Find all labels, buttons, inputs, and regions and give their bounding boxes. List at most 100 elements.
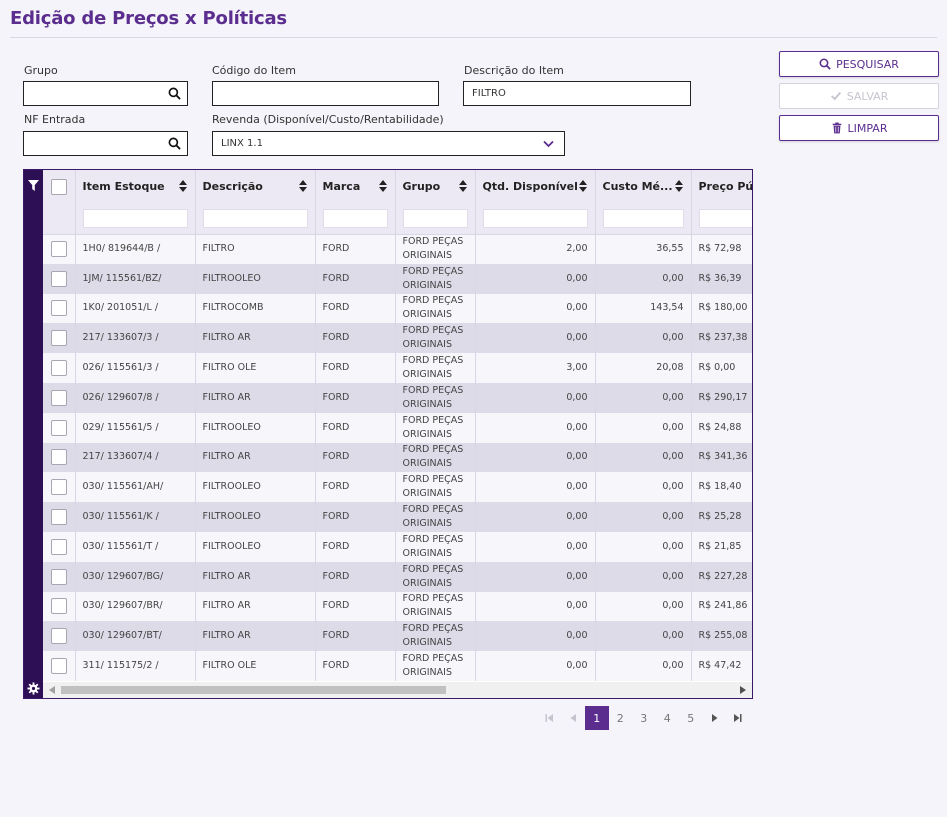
row-select-cell xyxy=(43,621,76,652)
page-button-1[interactable]: 1 xyxy=(585,706,609,730)
grupo-cell: FORD PEÇAS ORIGINAIS xyxy=(395,412,476,443)
table-row[interactable]: 1H0/ 819644/B / FILTRO FORD FORD PEÇAS ORIG… xyxy=(43,234,752,264)
qtd-disponivel-cell: 0,00 xyxy=(475,502,596,532)
table-row[interactable]: 030/ 115561/K / FILTROOLEO FORD FORD PEÇAS … xyxy=(43,502,752,532)
sort-icon[interactable] xyxy=(578,180,587,192)
revenda-select[interactable]: LINX 1.1 xyxy=(212,131,565,156)
descricao-cell: FILTROOLEO xyxy=(195,502,316,532)
first-page-button[interactable] xyxy=(538,706,562,730)
table-row[interactable]: 029/ 115561/5 /FILTROOLEO FORD FORD PEÇAS … xyxy=(43,412,752,443)
page-button-4[interactable]: 4 xyxy=(663,711,671,725)
scroll-right-icon[interactable] xyxy=(740,686,746,694)
column-filter-input[interactable] xyxy=(602,208,684,228)
col-header-item-estoque[interactable]: Item Estoque xyxy=(75,170,196,203)
nf-entrada-input[interactable] xyxy=(32,138,179,149)
search-icon[interactable] xyxy=(168,87,181,100)
search-icon[interactable] xyxy=(168,137,181,150)
grupo-input[interactable] xyxy=(32,88,179,99)
filter-icon[interactable] xyxy=(28,180,39,191)
descricao-input[interactable] xyxy=(472,88,682,99)
search-button[interactable]: PESQUISAR xyxy=(779,51,939,77)
table-row[interactable]: 311/ 115175/2 /FILTRO OLE FORD FORD PEÇAS … xyxy=(43,651,752,681)
row-checkbox[interactable] xyxy=(50,509,67,526)
table-row[interactable]: 030/ 115561/AH/FILTROOLEO FORD FORD PEÇAS … xyxy=(43,472,752,503)
last-page-button[interactable] xyxy=(726,706,750,730)
item-estoque-cell: 030/ 129607/BT/ xyxy=(75,621,196,652)
row-checkbox[interactable] xyxy=(50,300,67,317)
sort-icon[interactable] xyxy=(298,180,307,192)
page-button-3[interactable]: 3 xyxy=(640,711,648,725)
table-row[interactable]: 217/ 133607/4 /FILTRO AR FORD FORD PEÇAS O… xyxy=(43,442,752,473)
row-checkbox[interactable] xyxy=(50,330,67,347)
col-header-descricao[interactable]: Descrição xyxy=(195,170,316,203)
grupo-field[interactable] xyxy=(23,81,188,106)
descricao-cell: FILTRO xyxy=(195,234,316,264)
qtd-disponivel-cell: 0,00 xyxy=(475,442,596,473)
row-checkbox[interactable] xyxy=(50,241,67,258)
table-row[interactable]: 026/ 129607/8 /FILTRO AR FORD FORD PEÇAS O… xyxy=(43,382,752,413)
sort-icon[interactable] xyxy=(178,180,187,192)
row-checkbox[interactable] xyxy=(50,389,67,406)
next-page-button[interactable] xyxy=(703,706,727,730)
item-estoque-cell: 030/ 115561/T / xyxy=(75,531,196,562)
row-checkbox[interactable] xyxy=(50,658,67,675)
page-button-2[interactable]: 2 xyxy=(616,711,624,725)
row-checkbox[interactable] xyxy=(50,538,67,555)
row-select-cell xyxy=(43,502,76,532)
grupo-cell: FORD PEÇAS ORIGINAIS xyxy=(395,234,476,264)
table-row[interactable]: 030/ 115561/T / FILTROOLEO FORD FORD PEÇAS … xyxy=(43,531,752,562)
table-row[interactable]: 030/ 129607/BG/FILTRO AR FORD FORD PEÇAS O… xyxy=(43,561,752,592)
sort-icon[interactable] xyxy=(378,180,387,192)
row-checkbox[interactable] xyxy=(50,270,67,287)
row-checkbox[interactable] xyxy=(50,598,67,615)
codigo-field[interactable] xyxy=(212,81,439,106)
codigo-label: Código do Item xyxy=(212,64,296,77)
row-checkbox[interactable] xyxy=(50,360,67,377)
nf-entrada-field[interactable] xyxy=(23,131,188,156)
prev-page-button[interactable] xyxy=(562,706,586,730)
table-row[interactable]: 1JM/ 115561/BZ/FILTROOLEO FORD FORD PEÇAS … xyxy=(43,263,752,294)
horizontal-scrollbar[interactable] xyxy=(43,682,752,698)
row-checkbox[interactable] xyxy=(50,449,67,466)
sort-icon[interactable] xyxy=(458,180,467,192)
save-button[interactable]: SALVAR xyxy=(779,83,939,109)
table-row[interactable]: 1K0/ 201051/L / FILTROCOMB FORD FORD PEÇAS … xyxy=(43,293,752,324)
descricao-cell: FILTRO OLE xyxy=(195,353,316,383)
col-header-marca[interactable]: Marca xyxy=(315,170,396,203)
row-checkbox[interactable] xyxy=(50,628,67,645)
row-checkbox[interactable] xyxy=(50,568,67,585)
table-row[interactable]: 026/ 115561/3 /FILTRO OLE FORD FORD PEÇAS … xyxy=(43,353,752,383)
descricao-cell: FILTROOLEO xyxy=(195,412,316,443)
page-button-5[interactable]: 5 xyxy=(687,711,695,725)
grupo-cell: FORD PEÇAS ORIGINAIS xyxy=(395,293,476,324)
col-header-custo-medio[interactable]: Custo Mé... xyxy=(595,170,692,203)
column-filter-input[interactable] xyxy=(82,208,188,228)
table-row[interactable]: 217/ 133607/3 /FILTRO AR FORD FORD PEÇAS O… xyxy=(43,323,752,354)
marca-cell: FORD xyxy=(315,591,396,622)
column-filter-input[interactable] xyxy=(202,208,308,228)
col-header-qtd-disponivel[interactable]: Qtd. Disponível xyxy=(475,170,596,203)
descricao-field[interactable] xyxy=(463,81,691,106)
column-filter-input[interactable] xyxy=(482,208,588,228)
gear-icon[interactable] xyxy=(27,682,40,695)
sort-icon[interactable] xyxy=(674,180,683,192)
column-filter-input[interactable] xyxy=(698,208,752,228)
table-row[interactable]: 030/ 129607/BT/FILTRO AR FORD FORD PEÇAS O… xyxy=(43,621,752,652)
last-page-icon xyxy=(734,714,742,722)
scrollbar-thumb[interactable] xyxy=(61,686,446,694)
select-all-checkbox[interactable] xyxy=(50,178,67,195)
row-checkbox[interactable] xyxy=(50,479,67,496)
col-header-grupo[interactable]: Grupo xyxy=(395,170,476,203)
preco-publico-cell: R$ 255,08 xyxy=(691,621,752,652)
first-page-icon xyxy=(545,714,554,722)
codigo-input[interactable] xyxy=(221,88,430,99)
column-filter-input[interactable] xyxy=(402,208,468,228)
clear-button[interactable]: LIMPAR xyxy=(779,115,939,141)
custo-medio-cell: 0,00 xyxy=(595,621,692,652)
column-filter-input[interactable] xyxy=(322,208,388,228)
scroll-left-icon[interactable] xyxy=(49,686,55,694)
table-row[interactable]: 030/ 129607/BR/FILTRO AR FORD FORD PEÇAS O… xyxy=(43,591,752,622)
search-button-label: PESQUISAR xyxy=(836,57,899,71)
row-checkbox[interactable] xyxy=(50,419,67,436)
col-header-preco-publico[interactable]: Preço Púb xyxy=(691,170,752,203)
